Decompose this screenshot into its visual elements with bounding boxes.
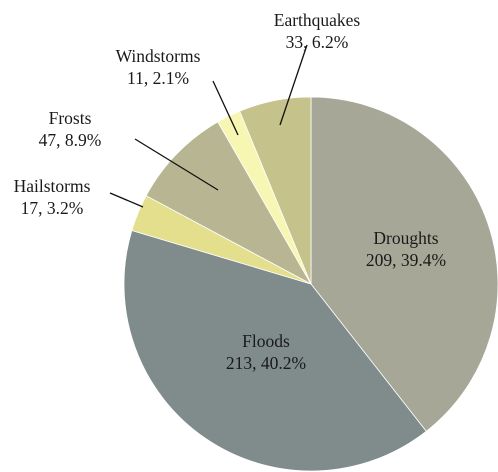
slice-name-droughts: Droughts (373, 228, 438, 248)
pie-slice-frosts (145, 121, 313, 286)
slice-name-frosts: Frosts (49, 108, 92, 128)
leader-lines (109, 44, 308, 208)
slice-name-earthquakes: Earthquakes (274, 10, 361, 30)
slice-value-floods: 213, 40.2% (226, 353, 306, 373)
leader-line-windstorms (212, 80, 239, 136)
slice-name-floods: Floods (242, 331, 290, 351)
slice-name-windstorms: Windstorms (116, 46, 201, 66)
slice-value-frosts: 47, 8.9% (39, 130, 102, 150)
pie-slice-floods (123, 229, 427, 472)
slice-value-windstorms: 11, 2.1% (127, 68, 189, 88)
slice-labels: Droughts 209, 39.4% Floods 213, 40.2% Hailst… (14, 10, 447, 373)
slice-label-windstorms: Windstorms 11, 2.1% (116, 46, 201, 88)
leader-line-frosts (134, 138, 219, 191)
slice-value-hailstorms: 17, 3.2% (21, 198, 84, 218)
slice-name-hailstorms: Hailstorms (14, 176, 91, 196)
slice-label-earthquakes: Earthquakes 33, 6.2% (274, 10, 361, 52)
slice-label-hailstorms: Hailstorms 17, 3.2% (14, 176, 91, 218)
pie-slice-earthquakes (239, 96, 312, 285)
slice-value-earthquakes: 33, 6.2% (286, 32, 349, 52)
pie-slice-droughts (310, 96, 498, 432)
slice-label-droughts: Droughts 209, 39.4% (366, 228, 446, 270)
leader-line-earthquakes (279, 44, 308, 126)
leader-line-hailstorms (109, 192, 144, 208)
slice-label-frosts: Frosts 47, 8.9% (39, 108, 102, 150)
slice-label-floods: Floods 213, 40.2% (226, 331, 306, 373)
slice-value-droughts: 209, 39.4% (366, 250, 446, 270)
pie-slices (123, 96, 498, 472)
